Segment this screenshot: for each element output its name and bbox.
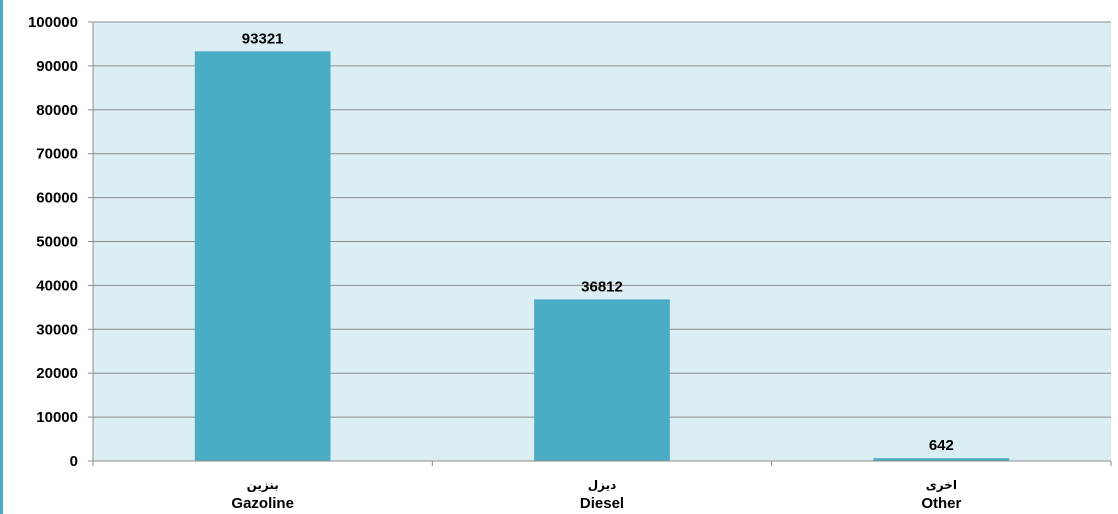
y-tick-label: 70000 [36, 146, 78, 163]
y-tick-label: 90000 [36, 58, 78, 75]
category-label-english: Gazoline [231, 495, 294, 512]
category-label-arabic: اخرى [926, 478, 957, 492]
data-labels: 93321 36812 642 [242, 30, 954, 454]
y-tick-label: 60000 [36, 190, 78, 207]
accent-rule [0, 0, 3, 514]
y-tick-label: 30000 [36, 321, 78, 338]
data-label: 93321 [242, 30, 284, 47]
bar-diesel [534, 299, 670, 461]
y-tick-label: 0 [70, 453, 78, 470]
y-tick-label: 50000 [36, 234, 78, 251]
y-tick-label: 80000 [36, 102, 78, 119]
y-tick-label: 20000 [36, 365, 78, 382]
category-label-english: Other [921, 495, 961, 512]
category-label-english: Diesel [580, 495, 624, 512]
category-label-arabic: ديزل [588, 478, 617, 492]
y-axis-ticks: 0 10000 20000 30000 40000 50000 60000 70000 8000… [28, 14, 94, 470]
bar-other [873, 458, 1010, 461]
bar-gazoline [194, 51, 331, 462]
y-tick-label: 10000 [36, 409, 78, 426]
x-axis: بنزين Gazoline ديزل Diesel اخرى Other [92, 460, 1112, 512]
data-label: 642 [929, 437, 954, 454]
data-label: 36812 [581, 278, 623, 295]
y-tick-label: 100000 [28, 14, 78, 31]
category-label-arabic: بنزين [247, 478, 279, 492]
bars [194, 51, 1010, 462]
y-tick-label: 40000 [36, 277, 78, 294]
